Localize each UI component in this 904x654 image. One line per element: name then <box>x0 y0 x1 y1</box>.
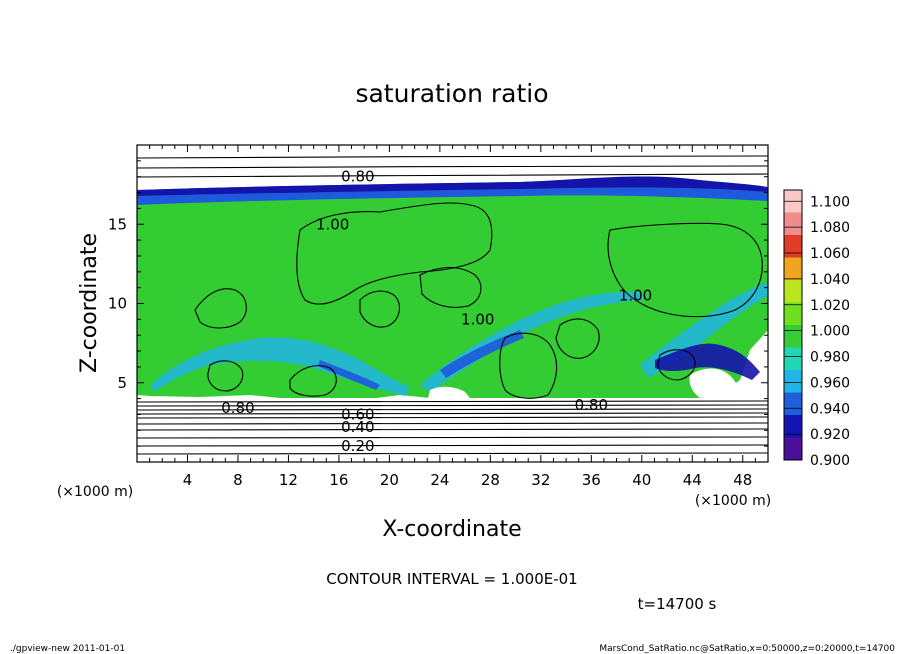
x-tick-label: 40 <box>632 471 651 489</box>
y-tick-label: 15 <box>108 215 127 233</box>
cyan-streak-mid <box>420 291 645 392</box>
y-tick-label: 10 <box>108 295 127 313</box>
contour-label: 0.80 <box>341 168 374 186</box>
colorbar-label: 1.100 <box>810 194 850 210</box>
contour-labels: 0.80 1.00 1.00 1.00 0.80 0.80 0.600.400.20 <box>221 168 652 455</box>
plot-area <box>137 145 768 462</box>
colorbar-label: 0.900 <box>810 453 850 469</box>
time-label: t=14700 s <box>638 595 717 613</box>
x-tick-label: 44 <box>683 471 702 489</box>
contour-label: 1.00 <box>461 310 494 328</box>
blue-streak-low <box>318 360 380 390</box>
x-tick-label: 8 <box>233 471 243 489</box>
x-tick-label: 48 <box>733 471 752 489</box>
colorbar-segment <box>784 302 802 325</box>
x-tick-label: 20 <box>380 471 399 489</box>
contour-lines-bottom <box>137 400 768 455</box>
colorbar-label: 0.960 <box>810 375 850 391</box>
colorbar-label: 1.020 <box>810 298 850 314</box>
colorbar-segment <box>784 370 802 393</box>
x-unit-label-left: (×1000 m) <box>57 484 133 500</box>
x-axis-label: X-coordinate <box>382 517 521 542</box>
colorbar-segment <box>784 280 802 303</box>
cyan-streak-low <box>150 337 410 396</box>
colorbar-segment <box>784 212 802 235</box>
colorbar: 0.900 0.920 0.940 0.960 0.980 1.000 1.020 1.040… <box>783 189 850 469</box>
contour-label: 1.00 <box>316 215 349 233</box>
x-tick-label: 24 <box>430 471 449 489</box>
contour-label: 0.80 <box>575 396 608 414</box>
y-axis: 5 10 15 <box>108 160 768 447</box>
white-patch-mid <box>428 386 470 398</box>
x-tick-label: 36 <box>582 471 601 489</box>
x-axis: 4 8 12 16 20 24 28 32 36 40 44 48 <box>149 145 756 489</box>
navy-band-top <box>137 176 768 196</box>
x-tick-label: 4 <box>183 471 193 489</box>
contour-interval-note: CONTOUR INTERVAL = 1.000E-01 <box>326 570 577 588</box>
colorbar-label: 1.040 <box>810 272 850 288</box>
x-unit-label-right: (×1000 m) <box>695 493 771 509</box>
white-patch-right <box>689 368 739 398</box>
x-tick-label: 12 <box>279 471 298 489</box>
footer-right: MarsCond_SatRatio.nc@SatRatio,x=0:50000,… <box>599 644 895 654</box>
x-tick-label: 32 <box>531 471 550 489</box>
contour-label: 0.60 <box>341 405 374 423</box>
chart-title: saturation ratio <box>355 79 548 108</box>
colorbar-segment <box>784 235 802 258</box>
colorbar-segment <box>784 325 802 348</box>
contour-label: 1.00 <box>619 287 652 305</box>
y-tick-label: 5 <box>117 374 127 392</box>
footer-left: ./gpview-new 2011-01-01 <box>10 644 125 654</box>
contour-lines-top <box>137 155 768 178</box>
contour-lines-interior <box>194 202 763 399</box>
y-axis-label: Z-coordinate <box>77 233 102 373</box>
contour-label: 0.80 <box>221 399 254 417</box>
contour-label: 0.40 <box>341 418 374 436</box>
colorbar-label: 0.980 <box>810 350 850 366</box>
colorbar-label: 1.060 <box>810 246 850 262</box>
colorbar-segment <box>784 392 802 415</box>
colorbar-segment <box>784 257 802 280</box>
colorbar-label: 1.000 <box>810 324 850 340</box>
x-tick-label: 28 <box>481 471 500 489</box>
colorbar-segment <box>784 415 802 438</box>
colorbar-label: 1.080 <box>810 220 850 236</box>
colorbar-label: 0.940 <box>810 401 850 417</box>
colorbar-segment <box>784 437 802 460</box>
colorbar-label: 0.920 <box>810 427 850 443</box>
colorbar-segment <box>784 347 802 370</box>
contour-label: 0.20 <box>341 437 374 455</box>
blue-patches-right <box>655 343 760 380</box>
x-tick-label: 16 <box>329 471 348 489</box>
